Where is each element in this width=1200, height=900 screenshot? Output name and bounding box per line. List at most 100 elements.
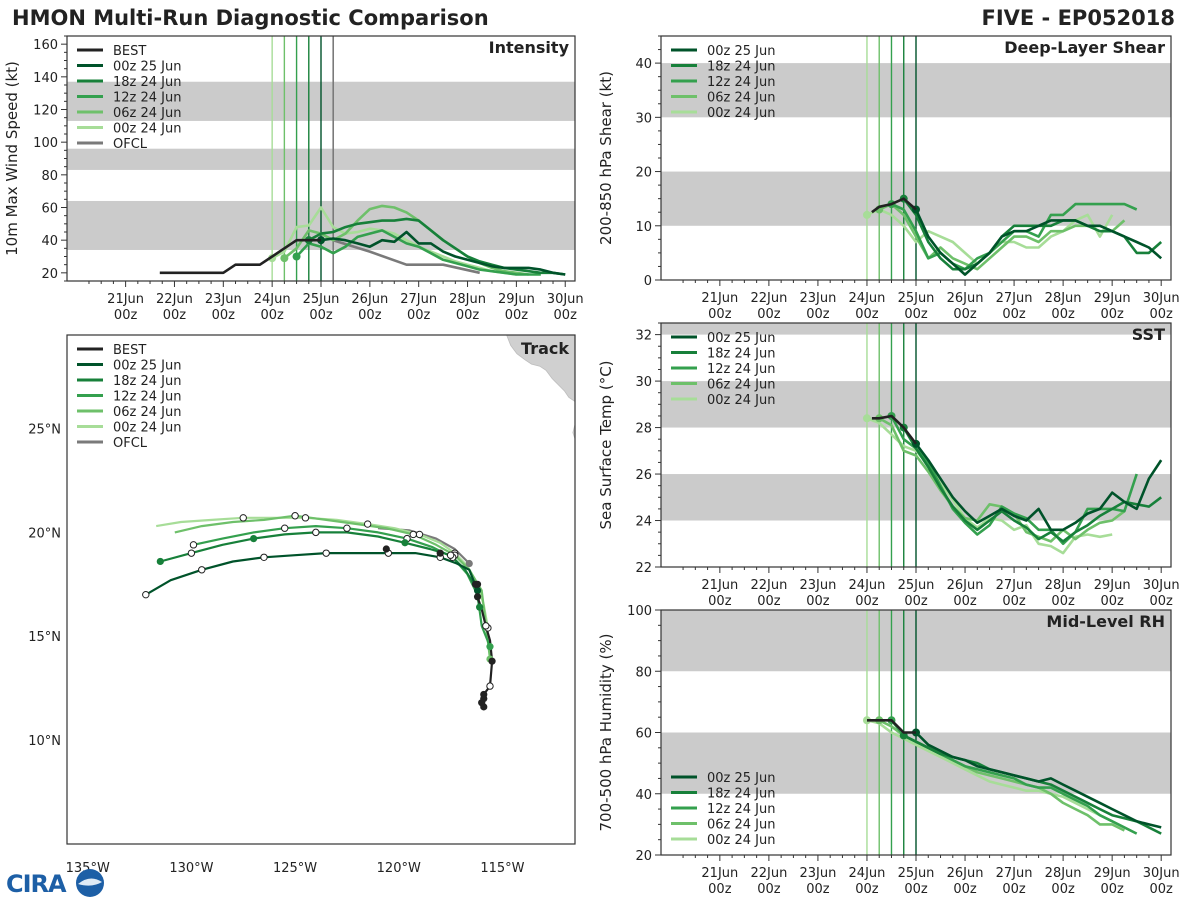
track-point-filled-ofcl [465,559,473,568]
cira-logo: CIRA [6,869,104,898]
series-line-18z-24-jun [902,426,1162,543]
legend-label-06z-24-jun: 06z 24 Jun [707,378,776,393]
y-tick-label: 25°N [28,422,61,437]
x-tick-label-hour: 00z [554,308,578,323]
legend-label-best: BEST [113,343,146,358]
legend-label-00z-24-jun: 00z 24 Jun [707,106,776,121]
x-tick-label-hour: 00z [953,594,977,609]
track-point-filled-best-filled [471,580,480,588]
y-tick-label: 140 [33,71,58,86]
track-point-open-18z-24-jun [446,551,455,559]
y-axis-label: 700-500 hPa Humidity (%) [597,633,615,831]
legend-label-06z-24-jun: 06z 24 Jun [113,106,182,121]
y-tick-label: 0 [644,274,652,289]
legend-label-00z-25-jun: 00z 25 Jun [707,771,776,786]
x-tick-label-day: 28Jun [449,292,486,307]
track-point-open-18z-24-jun [312,528,320,537]
y-tick-label: 26 [635,468,652,483]
plot-area [661,610,1171,855]
init-point-12z-24-jun [292,252,301,261]
x-tick-label-day: 25Jun [898,291,935,306]
x-tick-label-hour: 00z [757,594,781,609]
y-tick-label: 22 [635,561,652,576]
legend-label-06z-24-jun: 06z 24 Jun [113,405,182,420]
series-line-06z-24-jun [878,202,1126,271]
y-axis-label: 10m Max Wind Speed (kt) [3,61,21,256]
track-point-open-06z-24-jun [291,512,299,520]
legend-label-best: BEST [113,44,146,59]
track-point-open-00z-24-jun [301,514,310,522]
track-line-00z-25-jun [145,551,479,596]
y-axis-label: 200-850 hPa Shear (kt) [597,71,615,245]
init-point-00z-24-jun [862,716,871,725]
track-point-filled-best [488,657,496,665]
x-tick-label-day: 24Jun [849,578,886,593]
y-tick-label: 80 [635,665,652,680]
track-point-open-00z-25-jun [142,590,150,599]
x-tick-label-day: 28Jun [1045,866,1082,881]
track-point-filled-best-filled [436,549,444,557]
logo-text: CIRA [6,870,67,898]
panel-title: Intensity [489,38,570,57]
landmass-0 [506,335,575,402]
track-point-open-06z-24-jun [409,530,417,539]
x-tick-label-hour: 00z [855,882,879,897]
x-tick-label-day: 23Jun [799,866,836,881]
y-tick-label: 120 [33,104,58,119]
legend-label-00z-24-jun: 00z 24 Jun [707,393,776,408]
track-point-filled-18z-24-jun [476,603,484,611]
series-line-ofcl [332,238,480,275]
track-point-open-best [482,622,490,630]
x-tick-label-day: 27Jun [400,292,437,307]
track-point-filled-18z-24-jun [401,539,409,547]
x-tick-label-day: 23Jun [799,578,836,593]
x-tick-label-day: 29Jun [498,292,535,307]
panel-sst: 22242628303221Jun00z22Jun00z23Jun00z24Ju… [597,322,1180,609]
x-tick-label-day: 29Jun [1094,291,1131,306]
x-tick-label-hour: 00z [855,594,879,609]
series-line-00z-25-jun [914,443,1163,532]
x-tick-label-day: 27Jun [996,866,1033,881]
x-tick-label-hour: 00z [1100,594,1124,609]
x-tick-label: 130°W [169,861,213,876]
x-tick-label: 115°W [480,861,524,876]
panel-rh: 2040608010021Jun00z22Jun00z23Jun00z24Jun… [597,604,1180,897]
y-tick-label: 28 [635,422,652,437]
y-tick-label: 32 [635,329,652,344]
x-tick-label-day: 21Jun [107,292,144,307]
panel-track: 135°W 130°W 125°W 120°W 115°W10°N15°N20°N25°… [28,334,576,876]
x-tick-label-day: 22Jun [750,866,787,881]
y-tick-label: 20°N [28,526,61,541]
legend-label-18z-24-jun: 18z 24 Jun [113,374,182,389]
x-tick-label-day: 24Jun [849,866,886,881]
legend-label-12z-24-jun: 12z 24 Jun [113,390,182,405]
x-tick-label-day: 21Jun [701,291,738,306]
legend-label-18z-24-jun: 18z 24 Jun [707,60,776,75]
track-line-06z-24-jun [174,514,492,660]
legend-label-00z-25-jun: 00z 25 Jun [113,359,182,374]
x-tick-label: 125°W [273,861,317,876]
track-point-filled-18z-24-jun [250,535,258,543]
x-tick-label-day: 26Jun [947,578,984,593]
plot-area [661,323,1171,567]
x-tick-label-hour: 00z [904,594,928,609]
series-line-00z-24-jun [271,206,517,276]
x-tick-label-hour: 00z [1150,882,1174,897]
x-tick-label-hour: 00z [904,307,928,322]
y-tick-label: 10 [635,220,652,235]
x-tick-label-hour: 00z [407,308,431,323]
legend-label-00z-25-jun: 00z 25 Jun [113,60,182,75]
x-tick-label-hour: 00z [1150,307,1174,322]
x-tick-label-day: 25Jun [303,292,340,307]
legend-label-12z-24-jun: 12z 24 Jun [707,362,776,377]
y-tick-label: 20 [635,166,652,181]
y-tick-label: 40 [41,234,58,249]
x-tick-label-hour: 00z [806,882,830,897]
track-line-00z-24-jun [156,516,489,629]
series-line-00z-25-jun [320,230,566,276]
x-tick-label-day: 22Jun [750,291,787,306]
legend-label-00z-25-jun: 00z 25 Jun [707,331,776,346]
init-point-06z-24-jun [280,254,289,263]
x-tick-label-hour: 00z [260,308,284,323]
legend-label-18z-24-jun: 18z 24 Jun [113,75,182,90]
